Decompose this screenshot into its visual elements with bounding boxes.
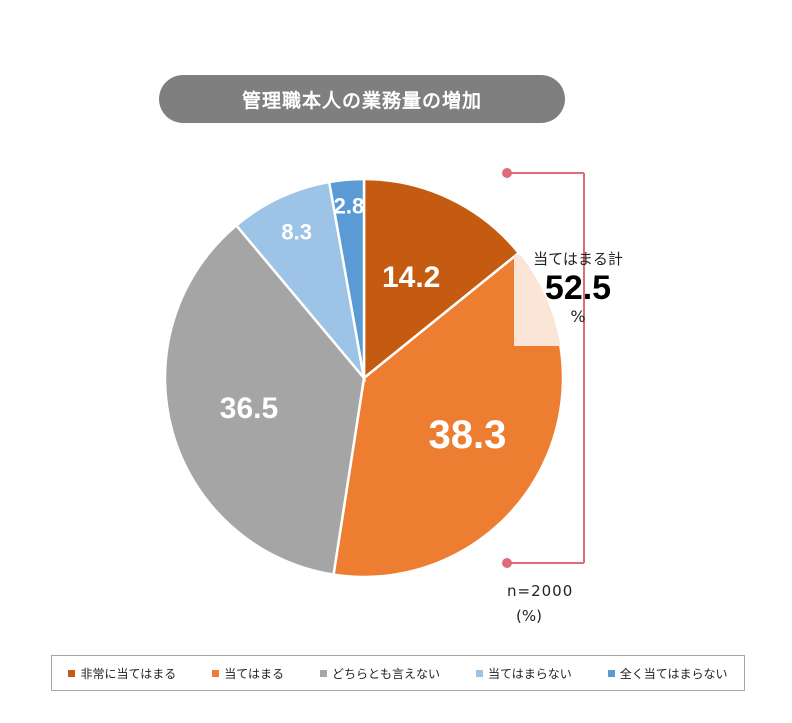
legend-item: 非常に当てはまる <box>68 665 176 682</box>
legend-item: 当てはまる <box>212 665 284 682</box>
chart-title: 管理職本人の業務量の増加 <box>159 75 565 123</box>
total-caption: 当てはまる計 <box>533 250 623 268</box>
legend-item: 全く当てはまらない <box>607 665 728 682</box>
legend: 非常に当てはまる 当てはまる どちらとも言えない 当てはまらない 全く当てはまら… <box>51 655 745 691</box>
total-value: 52.5 <box>544 269 612 307</box>
pie-slice <box>327 177 366 379</box>
pie-labels: 14.2 38.3 36.5 8.3 2.8 <box>220 193 507 457</box>
slice-value-label: 2.8 <box>334 193 365 218</box>
sample-size: n=2000 <box>507 582 574 600</box>
legend-swatch <box>212 669 220 677</box>
legend-label: 非常に当てはまる <box>80 666 177 681</box>
unit-label: (%) <box>516 607 542 625</box>
pie-slice <box>362 177 521 381</box>
legend-label: どちらとも言えない <box>331 666 440 681</box>
slice-value-label: 8.3 <box>281 220 312 245</box>
slice-value-label: 38.3 <box>429 413 507 457</box>
legend-swatch <box>68 669 76 677</box>
bracket-dot-bottom <box>502 558 512 568</box>
legend-swatch <box>607 669 615 677</box>
total-bracket <box>502 168 585 568</box>
pie-slice <box>234 180 367 383</box>
legend-label: 当てはまる <box>224 666 284 681</box>
legend-label: 全く当てはまらない <box>619 666 728 681</box>
total-annotation: 当てはまる計 52.5 % <box>518 248 638 326</box>
legend-item: 当てはまらない <box>476 665 572 682</box>
pie-slice <box>163 223 366 577</box>
legend-label: 当てはまらない <box>488 666 572 681</box>
legend-item: どちらとも言えない <box>319 665 440 682</box>
legend-swatch <box>319 669 327 677</box>
legend-swatch <box>476 669 483 677</box>
slice-value-label: 36.5 <box>220 392 278 425</box>
total-unit: % <box>570 307 586 326</box>
bracket-dot-top <box>502 168 512 178</box>
slice-value-label: 14.2 <box>382 261 440 294</box>
pie-slices <box>163 177 565 579</box>
